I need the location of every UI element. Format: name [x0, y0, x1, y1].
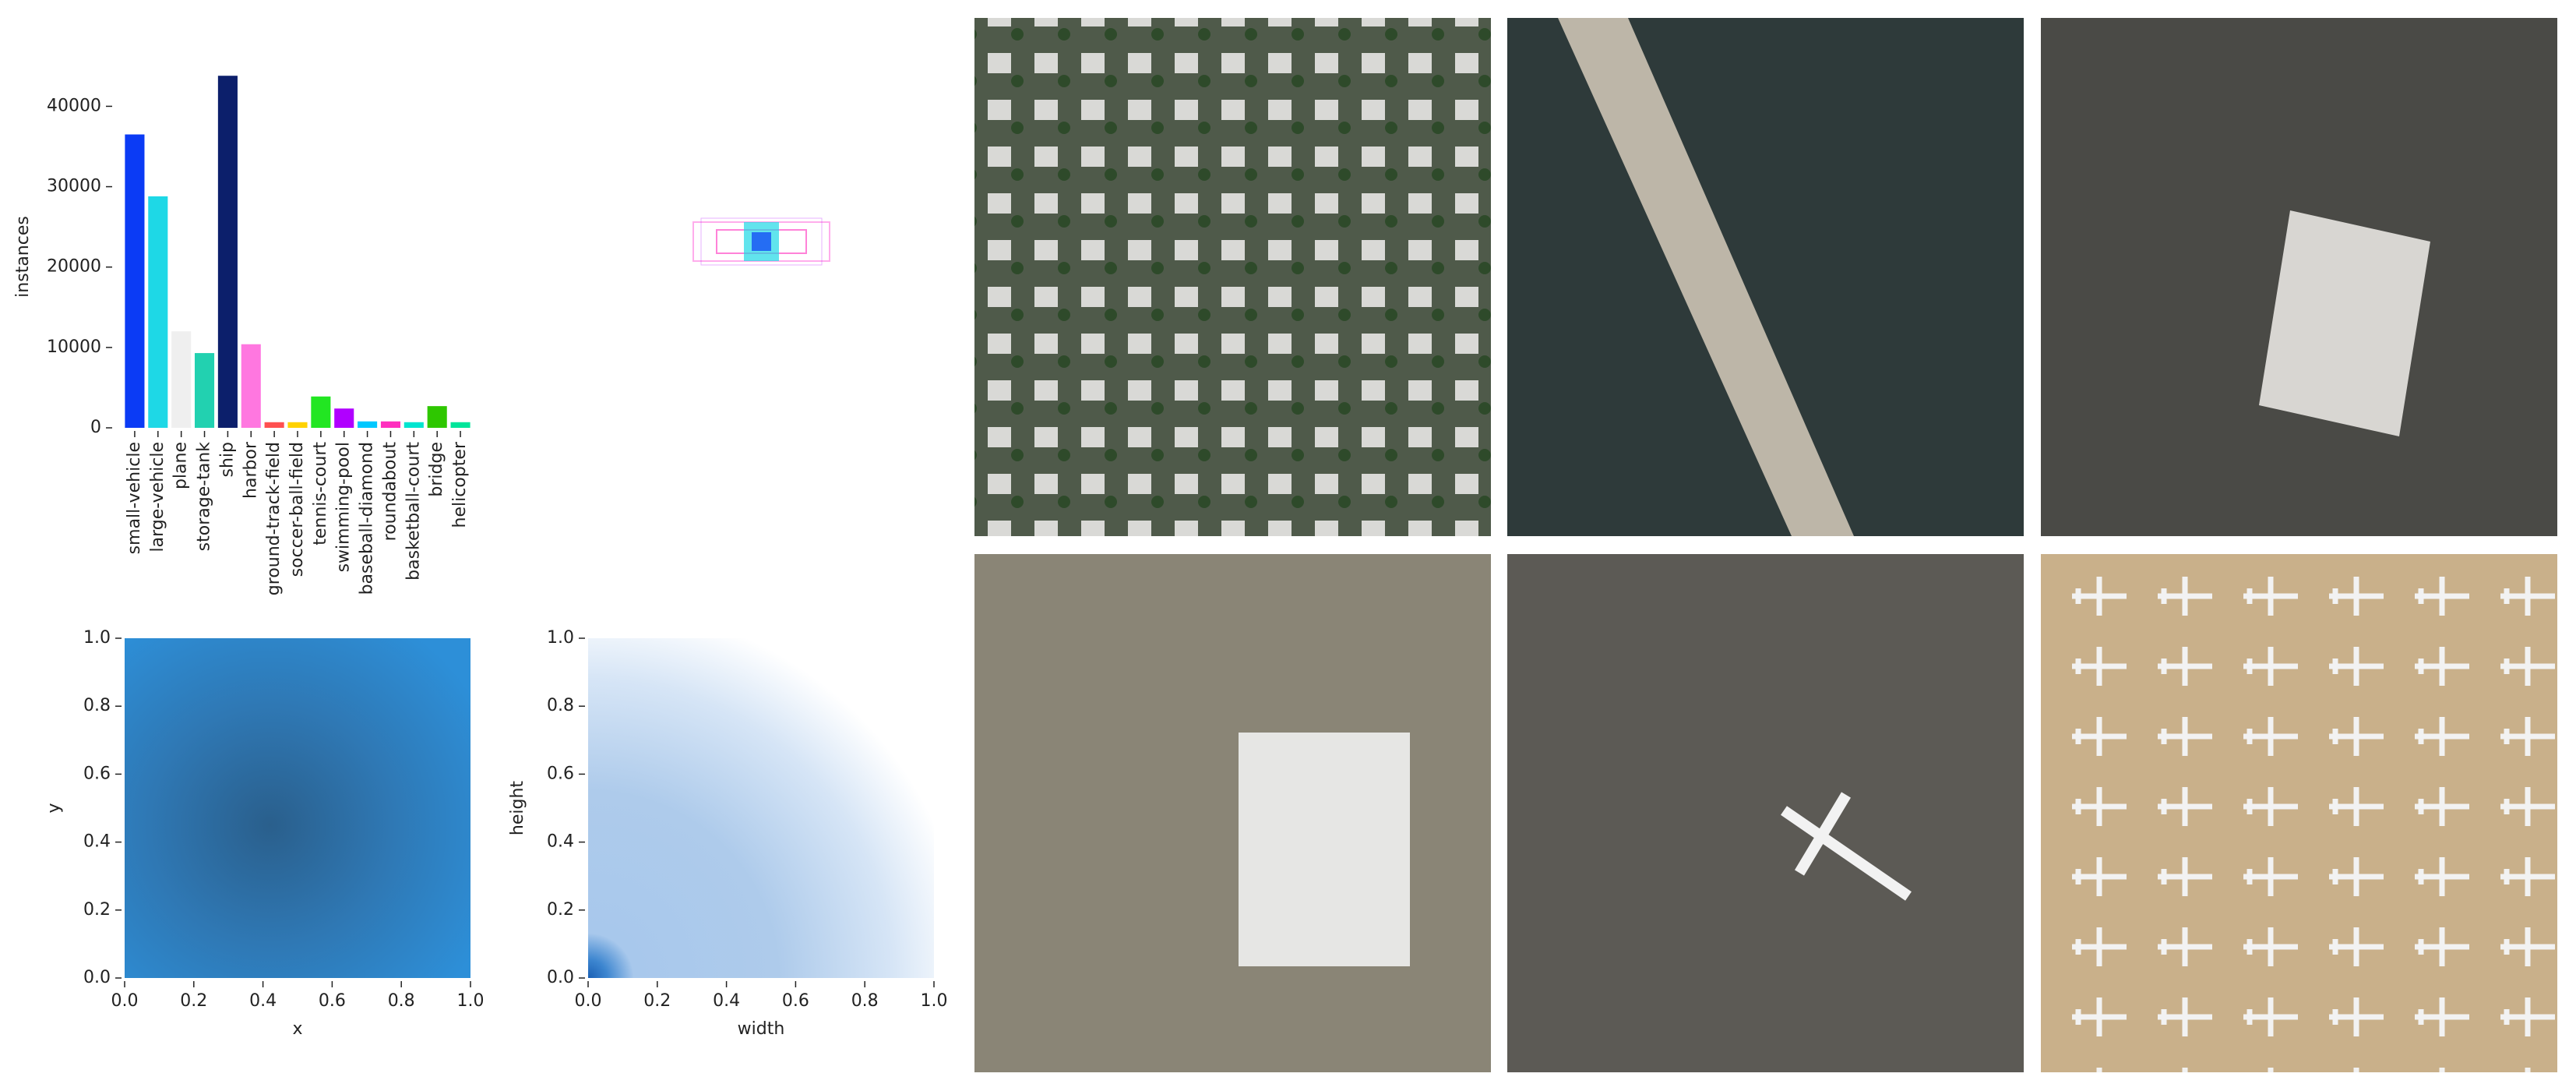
y-tick-label: 0.2: [83, 900, 111, 920]
y-tick-label: 0: [90, 418, 101, 437]
x-axis-label: x: [292, 1019, 302, 1039]
y-axis-label: height: [508, 781, 527, 835]
y-tick-label: 0.4: [83, 832, 111, 852]
x-tick-label: plane: [171, 442, 191, 489]
x-axis-label: width: [738, 1019, 785, 1039]
bar: [403, 422, 424, 428]
x-tick-label: swimming-pool: [334, 442, 354, 572]
x-tick-label: basketball-court: [403, 442, 423, 581]
bar: [125, 134, 145, 429]
x-tick-label: 0.8: [851, 991, 879, 1011]
bar: [241, 344, 261, 428]
bar: [427, 406, 447, 428]
x-tick-label: 0.4: [713, 991, 740, 1011]
y-tick-label: 0.6: [83, 764, 111, 783]
x-tick-label: 0.2: [180, 991, 207, 1011]
y-tick-label: 10000: [47, 337, 101, 357]
x-tick-label: 0.0: [111, 991, 139, 1011]
x-tick-label: 1.0: [921, 991, 948, 1011]
heatmap-wh: [588, 638, 934, 978]
x-tick-label: 0.0: [575, 991, 602, 1011]
y-tick-label: 0.4: [547, 832, 574, 852]
bar: [287, 422, 308, 428]
y-tick-label: 0.6: [547, 764, 574, 783]
x-tick-label: 1.0: [457, 991, 485, 1011]
y-tick-label: 1.0: [547, 628, 574, 648]
bar: [311, 396, 331, 428]
bar: [194, 353, 215, 428]
x-tick-label: storage-tank: [195, 442, 214, 552]
bar: [334, 408, 354, 428]
bar: [217, 76, 238, 429]
y-tick-label: 0.0: [547, 968, 574, 987]
y-tick-label: 0.0: [83, 968, 111, 987]
y-tick-label: 40000: [47, 96, 101, 115]
bar: [148, 196, 168, 428]
bar: [450, 422, 470, 428]
y-tick-label: 1.0: [83, 628, 111, 648]
x-tick-label: ground-track-field: [264, 442, 284, 595]
aerial-image: [974, 18, 1491, 536]
x-tick-label: baseball-diamond: [358, 442, 377, 595]
x-tick-label: soccer-ball-field: [287, 442, 307, 577]
heatmap-xy: [125, 638, 470, 978]
x-tick-label: helicopter: [450, 441, 470, 528]
x-tick-label: large-vehicle: [148, 442, 167, 552]
x-tick-label: roundabout: [380, 442, 400, 542]
bar: [171, 331, 192, 428]
x-tick-label: small-vehicle: [125, 442, 144, 554]
y-tick-label: 30000: [47, 177, 101, 196]
bar: [380, 421, 401, 428]
y-axis-label: instances: [13, 216, 33, 298]
x-tick-label: 0.6: [782, 991, 809, 1011]
x-tick-label: 0.8: [388, 991, 415, 1011]
y-axis-label: y: [44, 803, 64, 813]
x-tick-label: ship: [217, 442, 237, 477]
x-tick-label: 0.4: [249, 991, 277, 1011]
box-overlay: [692, 217, 830, 266]
y-tick-label: 20000: [47, 257, 101, 277]
bar: [358, 421, 378, 428]
y-tick-label: 0.8: [547, 696, 574, 715]
x-tick-label: tennis-court: [311, 442, 330, 546]
aerial-image: [2041, 554, 2557, 1072]
sample-images: [974, 18, 2557, 1072]
x-tick-label: 0.2: [643, 991, 671, 1011]
x-tick-label: bridge: [427, 442, 446, 497]
aerial-image: [974, 554, 1491, 1072]
x-tick-label: 0.6: [319, 991, 346, 1011]
y-tick-label: 0.2: [547, 900, 574, 920]
bar: [264, 422, 284, 428]
x-tick-label: harbor: [241, 441, 260, 499]
aerial-image: [1507, 554, 2024, 1072]
y-tick-label: 0.8: [83, 696, 111, 715]
